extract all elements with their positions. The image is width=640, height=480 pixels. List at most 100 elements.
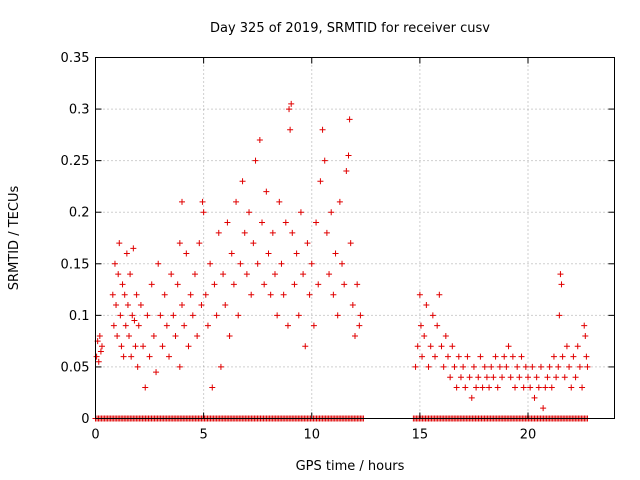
data-point xyxy=(256,137,263,144)
data-point xyxy=(330,291,337,298)
data-point xyxy=(202,291,209,298)
data-point xyxy=(246,209,253,216)
data-point xyxy=(339,260,346,267)
data-point xyxy=(150,332,157,339)
data-point xyxy=(542,384,549,391)
data-point xyxy=(241,229,248,236)
data-point xyxy=(276,198,283,205)
data-point xyxy=(166,353,173,360)
data-point xyxy=(200,209,207,216)
data-point xyxy=(179,198,185,205)
data-point xyxy=(132,343,139,350)
data-point xyxy=(265,250,272,257)
data-point xyxy=(116,240,123,247)
data-point xyxy=(462,384,469,391)
data-point xyxy=(317,178,324,185)
y-tick-label: 0.15 xyxy=(61,257,90,272)
data-point xyxy=(289,229,296,236)
data-point xyxy=(161,291,168,298)
plot-frame xyxy=(95,57,615,419)
data-point xyxy=(544,374,551,381)
data-point xyxy=(130,245,137,252)
data-point xyxy=(518,353,525,360)
data-point xyxy=(224,219,231,226)
data-point xyxy=(126,332,133,339)
data-point xyxy=(146,353,153,360)
data-point xyxy=(237,260,244,267)
data-point xyxy=(288,100,295,107)
data-point xyxy=(512,384,519,391)
data-point xyxy=(133,291,140,298)
data-point xyxy=(417,322,424,329)
data-point xyxy=(302,343,309,350)
data-point xyxy=(475,374,482,381)
data-point xyxy=(501,353,508,360)
y-tick-label: 0.35 xyxy=(61,51,90,66)
data-point xyxy=(119,281,126,288)
data-point xyxy=(319,126,326,133)
data-point xyxy=(334,312,341,319)
data-point xyxy=(176,240,183,247)
data-point xyxy=(555,363,562,370)
data-point xyxy=(563,343,570,350)
data-point xyxy=(343,167,350,174)
data-point xyxy=(553,374,560,381)
data-point xyxy=(211,281,218,288)
data-point xyxy=(259,219,266,226)
data-point xyxy=(140,343,147,350)
data-point xyxy=(128,353,135,360)
data-point xyxy=(172,332,179,339)
data-point xyxy=(185,343,192,350)
data-point xyxy=(451,363,458,370)
data-point xyxy=(427,343,434,350)
data-point xyxy=(215,229,222,236)
data-point xyxy=(550,353,557,360)
data-point xyxy=(199,198,206,205)
data-point xyxy=(315,281,322,288)
y-tick-label: 0.2 xyxy=(69,206,90,221)
data-point xyxy=(499,374,506,381)
data-point xyxy=(155,260,162,267)
data-point xyxy=(507,374,514,381)
data-point xyxy=(572,374,579,381)
data-point xyxy=(170,312,177,319)
data-point xyxy=(566,363,573,370)
data-point xyxy=(421,332,428,339)
data-point xyxy=(347,240,354,247)
data-point xyxy=(313,219,320,226)
data-point xyxy=(527,384,534,391)
data-point xyxy=(559,353,566,360)
data-point xyxy=(95,358,102,365)
x-tick-label: 15 xyxy=(412,428,429,443)
data-point xyxy=(570,353,577,360)
data-point xyxy=(174,281,181,288)
data-point xyxy=(282,219,289,226)
data-point xyxy=(267,291,274,298)
data-point xyxy=(436,291,443,298)
data-point xyxy=(274,312,281,319)
data-point xyxy=(269,229,276,236)
data-point xyxy=(561,374,568,381)
data-point xyxy=(278,260,285,267)
data-point xyxy=(297,209,304,216)
data-point xyxy=(423,302,430,309)
data-point xyxy=(473,384,480,391)
data-point xyxy=(153,369,160,376)
data-point xyxy=(306,291,313,298)
data-point xyxy=(213,312,220,319)
data-point xyxy=(494,384,501,391)
data-point xyxy=(540,405,547,412)
data-point xyxy=(300,271,307,278)
data-point xyxy=(346,116,353,123)
data-point xyxy=(148,281,155,288)
data-point xyxy=(261,281,268,288)
data-point xyxy=(466,374,473,381)
data-point xyxy=(520,384,527,391)
data-point xyxy=(531,394,538,401)
data-point xyxy=(115,271,122,278)
data-point xyxy=(230,281,237,288)
data-point xyxy=(509,353,516,360)
x-tick-label: 10 xyxy=(303,428,320,443)
data-point xyxy=(176,363,183,370)
axis-ticks xyxy=(95,57,615,419)
